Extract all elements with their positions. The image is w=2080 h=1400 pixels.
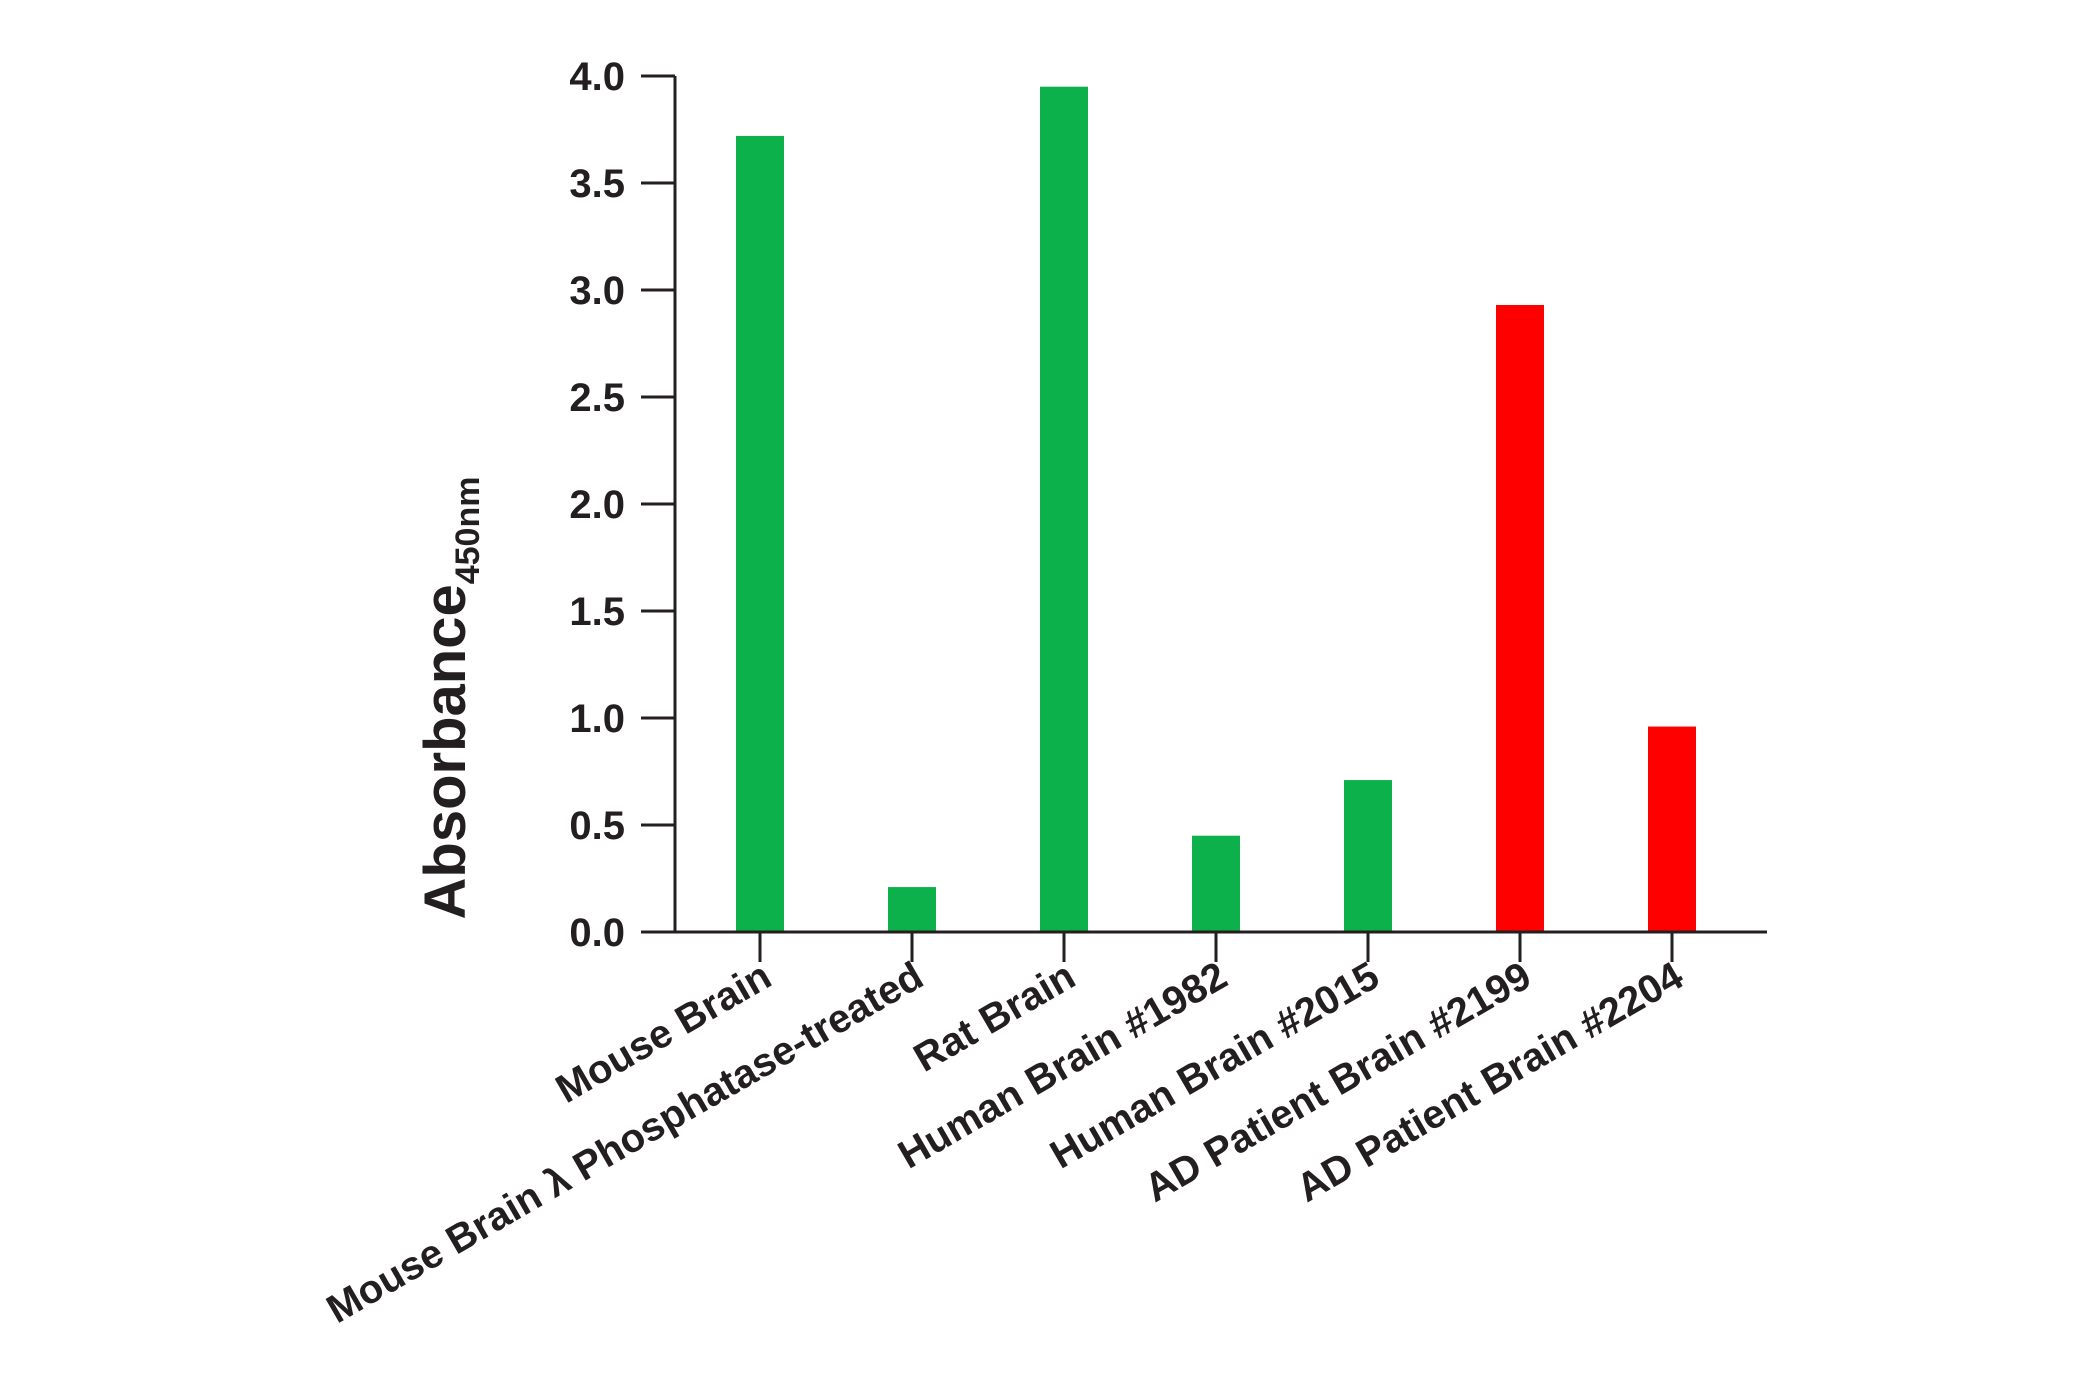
bar [1192,835,1240,932]
bar [1648,726,1696,932]
x-tick-label: Mouse Brain λ Phosphatase-treated [319,954,930,1332]
bar [888,887,936,932]
bar [1344,780,1392,932]
y-tick-label: 2.5 [569,376,625,420]
bar [736,135,784,933]
y-tick-label: 3.5 [569,162,625,206]
y-ticks-group: 0.0 0.5 1.0 1.5 2.0 2.5 3.0 3.5 4.0 [569,55,675,955]
bars-group [736,86,1696,933]
axes-group [673,76,1767,934]
y-tick-label: 4.0 [569,55,625,99]
y-tick-label: 1.0 [569,697,625,741]
y-axis-title-main: Absorbance [413,584,478,919]
y-tick-label: 2.0 [569,483,625,527]
y-tick-label: 3.0 [569,269,625,313]
bar [1040,86,1088,932]
y-tick-label: 0.0 [569,911,625,955]
bar [1496,304,1544,933]
y-tick-label: 0.5 [569,804,625,848]
y-axis-title: Absorbance450nm [413,477,487,920]
y-tick-label: 1.5 [569,590,625,634]
y-axis-title-subscript: 450nm [449,477,487,585]
